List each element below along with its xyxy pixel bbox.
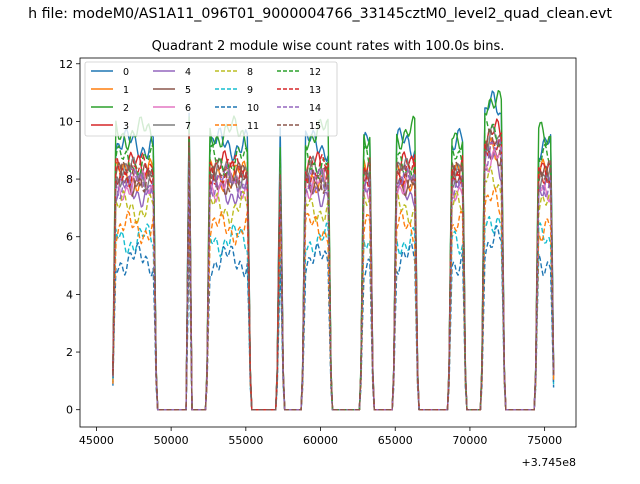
legend-label-8: 8 — [247, 67, 253, 78]
x-tick-label: 70000 — [452, 434, 487, 447]
legend-label-11: 11 — [247, 121, 259, 132]
legend-label-13: 13 — [309, 85, 321, 96]
x-tick-label: 75000 — [527, 434, 562, 447]
x-offset-label: +3.745e8 — [522, 456, 576, 469]
x-tick-label: 60000 — [303, 434, 338, 447]
legend-label-6: 6 — [185, 103, 191, 114]
legend-label-12: 12 — [309, 67, 321, 78]
legend-label-10: 10 — [247, 103, 259, 114]
x-tick-label: 55000 — [228, 434, 263, 447]
legend-label-5: 5 — [185, 85, 191, 96]
y-tick-label: 6 — [66, 231, 73, 244]
legend-label-9: 9 — [247, 85, 253, 96]
y-axis: 0 2 4 6 8 10 12 — [59, 58, 80, 417]
legend-label-14: 14 — [309, 103, 321, 114]
legend-label-15: 15 — [309, 121, 321, 132]
figure-suptitle: h file: modeM0/AS1A11_096T01_9000004766_… — [28, 6, 612, 22]
y-tick-label: 4 — [66, 288, 73, 301]
x-tick-label: 45000 — [79, 434, 114, 447]
x-tick-label: 50000 — [154, 434, 189, 447]
chart-title: Quadrant 2 module wise count rates with … — [152, 39, 505, 54]
series-line-15 — [112, 127, 555, 411]
legend-label-4: 4 — [185, 67, 191, 78]
y-tick-label: 12 — [59, 58, 73, 71]
legend-label-2: 2 — [123, 103, 129, 114]
legend-label-1: 1 — [123, 85, 129, 96]
legend-label-7: 7 — [185, 121, 191, 132]
legend-label-3: 3 — [123, 121, 129, 132]
y-tick-label: 8 — [66, 173, 73, 186]
y-tick-label: 0 — [66, 404, 73, 417]
x-tick-label: 65000 — [378, 434, 413, 447]
x-axis: 45000 50000 55000 60000 65000 70000 75000 — [79, 427, 562, 447]
y-tick-label: 10 — [59, 115, 73, 128]
plot-frame — [79, 57, 577, 428]
series-layer — [112, 90, 555, 411]
y-tick-label: 2 — [66, 346, 73, 359]
legend-label-0: 0 — [123, 67, 129, 78]
legend-frame — [84, 61, 338, 137]
